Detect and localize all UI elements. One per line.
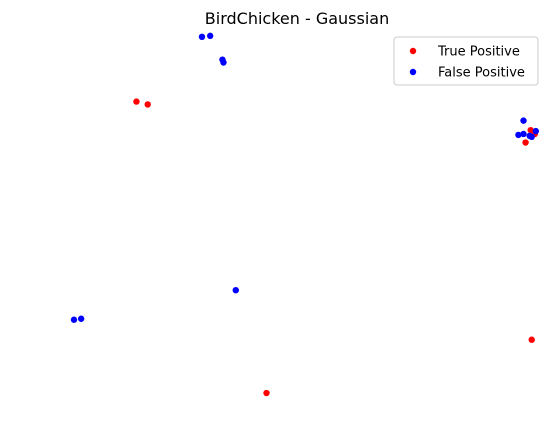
legend-marker-true-positive (409, 47, 417, 55)
point-false-positive-12 (70, 316, 78, 323)
legend-label-true-positive: True Positive (437, 45, 520, 60)
point-false-positive-11 (77, 315, 85, 322)
legend-label-false-positive: False Positive (438, 66, 525, 81)
point-false-positive-10 (232, 286, 239, 294)
legend-box (393, 36, 539, 86)
point-false-positive-3 (220, 59, 227, 66)
legend: True Positive False Positive (393, 36, 539, 86)
point-true-positive-6 (528, 336, 535, 343)
point-true-positive-2 (527, 126, 534, 134)
point-false-positive-0 (198, 33, 206, 41)
point-false-positive-6 (520, 130, 527, 138)
chart-title: BirdChicken - Gaussian (205, 9, 389, 28)
legend-marker-false-positive (409, 68, 417, 76)
point-false-positive-1 (206, 32, 214, 40)
point-true-positive-5 (263, 389, 270, 397)
points-layer (70, 32, 540, 397)
point-true-positive-0 (133, 98, 140, 105)
point-true-positive-4 (522, 139, 529, 146)
point-true-positive-1 (144, 101, 151, 108)
point-false-positive-5 (515, 131, 522, 139)
point-false-positive-9 (528, 133, 535, 141)
point-false-positive-4 (520, 117, 527, 124)
point-false-positive-8 (532, 127, 540, 135)
